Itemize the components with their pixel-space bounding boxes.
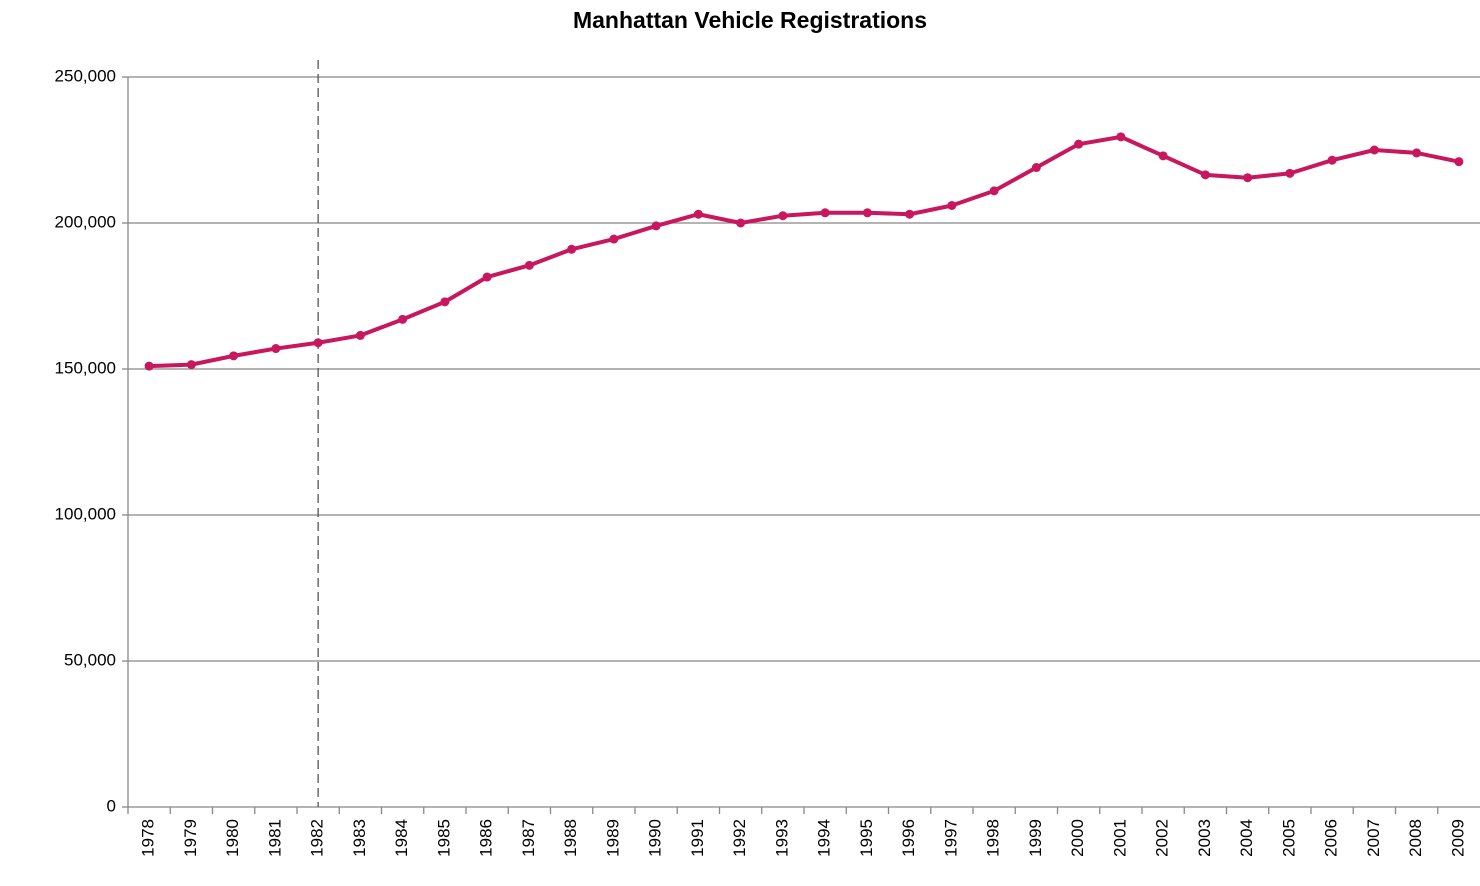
point <box>778 211 788 221</box>
point <box>440 297 450 307</box>
point <box>989 186 999 196</box>
x-tick-label: 1993 <box>772 819 791 857</box>
x-tick-label: 1991 <box>688 819 707 857</box>
y-tick-label: 0 <box>107 796 116 815</box>
y-tick-label: 100,000 <box>55 504 116 523</box>
x-tick-label: 2002 <box>1153 819 1172 857</box>
x-tick-label: 2007 <box>1364 819 1383 857</box>
x-tick-label: 2004 <box>1237 819 1256 857</box>
point <box>144 361 154 371</box>
x-tick-label: 1982 <box>308 819 327 857</box>
point <box>482 272 492 282</box>
x-tick-label: 1980 <box>223 819 242 857</box>
x-tick-label: 2009 <box>1448 819 1467 857</box>
y-tick-label: 250,000 <box>55 66 116 85</box>
x-tick-label: 2006 <box>1322 819 1341 857</box>
point <box>1074 139 1084 149</box>
x-tick-label: 1988 <box>561 819 580 857</box>
point <box>313 338 323 348</box>
x-tick-label: 1997 <box>941 819 960 857</box>
point <box>1158 151 1168 161</box>
point <box>1243 173 1253 183</box>
x-tick-label: 1984 <box>392 819 411 857</box>
point <box>1285 168 1295 178</box>
point <box>567 244 577 254</box>
point <box>355 330 365 340</box>
x-tick-label: 1985 <box>434 819 453 857</box>
point <box>1116 132 1126 142</box>
point <box>524 260 534 270</box>
point <box>1200 170 1210 180</box>
point <box>1031 163 1041 173</box>
x-tick-label: 1989 <box>603 819 622 857</box>
y-tick-label: 50,000 <box>64 650 116 669</box>
point <box>1327 155 1337 165</box>
x-tick-label: 1998 <box>984 819 1003 857</box>
point <box>1369 145 1379 155</box>
point <box>820 208 830 218</box>
x-tick-label: 1979 <box>181 819 200 857</box>
x-tick-label: 2005 <box>1279 819 1298 857</box>
point <box>862 208 872 218</box>
point <box>947 200 957 210</box>
x-tick-label: 2008 <box>1406 819 1425 857</box>
point <box>229 351 239 361</box>
point <box>186 360 196 370</box>
y-tick-label: 200,000 <box>55 212 116 231</box>
y-tick-label: 150,000 <box>55 358 116 377</box>
point <box>271 344 281 354</box>
x-tick-label: 1983 <box>350 819 369 857</box>
point <box>651 221 661 231</box>
x-tick-label: 1995 <box>857 819 876 857</box>
x-tick-label: 1994 <box>815 819 834 857</box>
x-tick-label: 1999 <box>1026 819 1045 857</box>
point <box>905 209 915 219</box>
x-tick-label: 2001 <box>1110 819 1129 857</box>
x-tick-label: 1996 <box>899 819 918 857</box>
point <box>736 218 746 228</box>
line <box>149 134 1460 369</box>
x-tick-label: 1981 <box>265 819 284 857</box>
x-tick-label: 1986 <box>477 819 496 857</box>
x-tick-label: 2003 <box>1195 819 1214 857</box>
point <box>1412 148 1422 158</box>
x-tick-label: 1987 <box>519 819 538 857</box>
x-tick-label: 1992 <box>730 819 749 857</box>
x-tick-label: 1978 <box>139 819 158 857</box>
chart-title: Manhattan Vehicle Registrations <box>573 7 927 33</box>
x-tick-label: 2000 <box>1068 819 1087 857</box>
point <box>398 314 408 324</box>
x-tick-label: 1990 <box>646 819 665 857</box>
point <box>609 234 619 244</box>
point <box>693 209 703 219</box>
point <box>1454 157 1464 167</box>
